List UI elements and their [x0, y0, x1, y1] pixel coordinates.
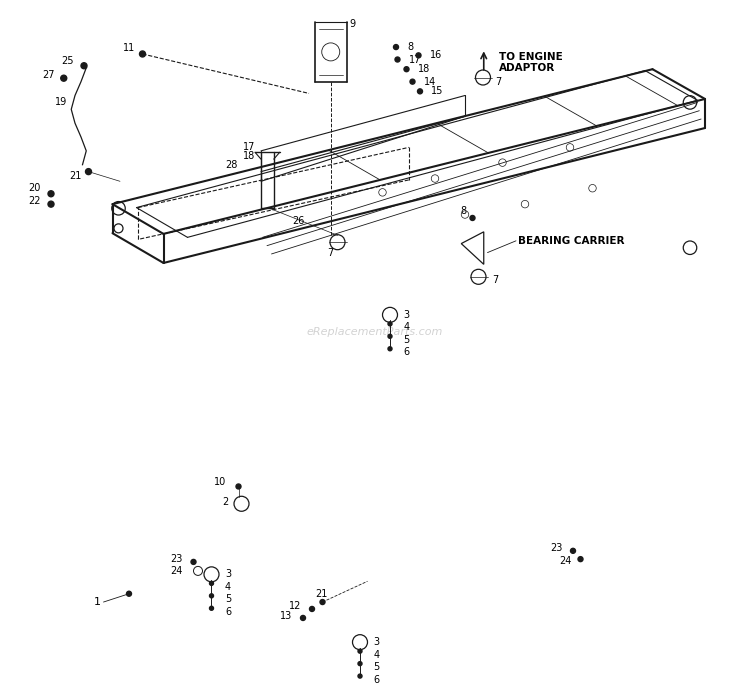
- Text: ADAPTOR: ADAPTOR: [499, 63, 555, 73]
- Circle shape: [48, 191, 54, 197]
- Circle shape: [86, 169, 92, 174]
- Text: 23: 23: [550, 543, 562, 553]
- Circle shape: [388, 347, 392, 351]
- Text: 3: 3: [225, 570, 231, 579]
- Text: 5: 5: [374, 662, 380, 672]
- Text: 4: 4: [374, 650, 380, 659]
- Text: 1: 1: [94, 597, 101, 607]
- Text: TO ENGINE: TO ENGINE: [499, 52, 562, 62]
- Text: 20: 20: [28, 183, 40, 193]
- Text: 26: 26: [292, 217, 304, 226]
- Text: 11: 11: [123, 44, 135, 53]
- Circle shape: [388, 334, 392, 338]
- Circle shape: [404, 66, 409, 72]
- Circle shape: [470, 215, 475, 221]
- Text: 28: 28: [225, 160, 237, 170]
- Text: 23: 23: [170, 554, 182, 564]
- Text: BEARING CARRIER: BEARING CARRIER: [518, 236, 624, 246]
- Circle shape: [209, 594, 214, 598]
- Circle shape: [358, 649, 362, 653]
- Text: 17: 17: [409, 55, 422, 64]
- Circle shape: [578, 556, 583, 562]
- Circle shape: [416, 53, 421, 58]
- Text: 2: 2: [223, 498, 229, 507]
- Text: 25: 25: [62, 56, 74, 66]
- Text: 15: 15: [431, 86, 444, 96]
- Text: 9: 9: [350, 19, 355, 29]
- Circle shape: [61, 75, 67, 81]
- Text: 7: 7: [492, 275, 498, 285]
- Circle shape: [358, 662, 362, 666]
- Text: 6: 6: [374, 675, 380, 684]
- Text: 3: 3: [374, 637, 380, 647]
- Text: 13: 13: [280, 611, 292, 621]
- Circle shape: [310, 606, 314, 612]
- Text: eReplacementParts.com: eReplacementParts.com: [307, 327, 443, 337]
- Text: 8: 8: [407, 42, 413, 52]
- Circle shape: [236, 484, 241, 489]
- Circle shape: [127, 591, 131, 597]
- Text: 18: 18: [243, 151, 255, 161]
- Circle shape: [358, 674, 362, 678]
- Circle shape: [388, 322, 392, 326]
- Text: 4: 4: [404, 322, 410, 332]
- Text: 22: 22: [28, 196, 40, 206]
- Circle shape: [395, 57, 400, 62]
- Circle shape: [48, 201, 54, 207]
- Circle shape: [571, 548, 575, 554]
- Circle shape: [418, 89, 422, 94]
- Text: 27: 27: [43, 70, 55, 80]
- Text: 21: 21: [315, 589, 327, 599]
- Text: 14: 14: [424, 77, 436, 86]
- Text: 17: 17: [243, 142, 255, 152]
- Text: 6: 6: [404, 347, 410, 357]
- Circle shape: [394, 44, 398, 50]
- Text: 18: 18: [418, 64, 430, 74]
- Text: 3: 3: [404, 310, 410, 320]
- Text: 21: 21: [69, 172, 81, 181]
- Text: 5: 5: [225, 594, 231, 604]
- Circle shape: [301, 615, 305, 621]
- Circle shape: [140, 51, 146, 57]
- Text: 24: 24: [170, 566, 182, 576]
- Circle shape: [81, 63, 87, 69]
- Text: 4: 4: [225, 582, 231, 592]
- Circle shape: [209, 581, 214, 585]
- Circle shape: [191, 559, 196, 565]
- Text: 19: 19: [56, 98, 68, 107]
- Circle shape: [410, 79, 415, 84]
- Text: 16: 16: [430, 51, 442, 60]
- Text: 7: 7: [495, 77, 501, 86]
- Text: 5: 5: [404, 335, 410, 345]
- Text: 10: 10: [214, 477, 226, 486]
- Text: 12: 12: [290, 601, 302, 611]
- Text: 8: 8: [460, 206, 466, 216]
- Circle shape: [320, 599, 325, 605]
- Text: 7: 7: [327, 248, 333, 257]
- Circle shape: [209, 606, 214, 610]
- Text: 24: 24: [559, 556, 572, 565]
- Text: 6: 6: [225, 607, 231, 617]
